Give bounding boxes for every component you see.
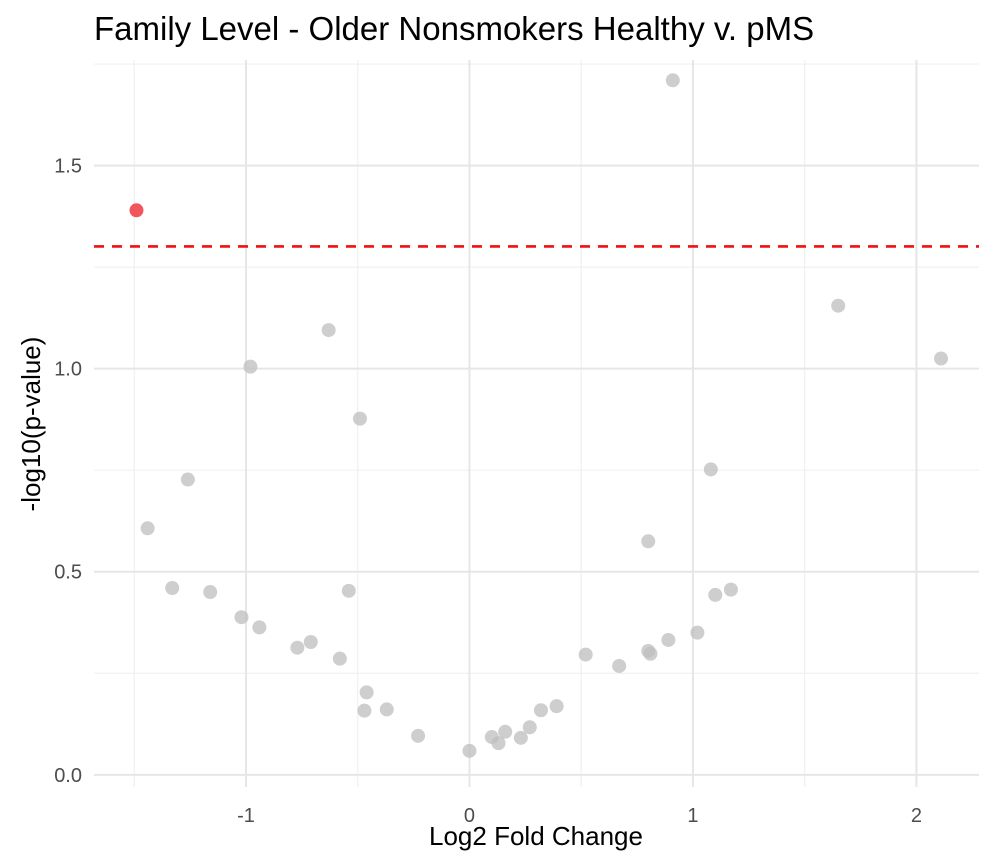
y-tick-label: 0.5 — [54, 562, 82, 584]
data-point — [140, 521, 155, 536]
data-point — [703, 462, 718, 477]
data-point — [723, 582, 738, 597]
y-tick-label: 1.5 — [54, 156, 82, 178]
data-point — [303, 635, 318, 650]
data-point — [379, 702, 394, 717]
x-axis-label: Log2 Fold Change — [429, 821, 643, 851]
data-point — [352, 411, 367, 426]
data-point — [934, 351, 949, 366]
chart-title: Family Level - Older Nonsmokers Healthy … — [94, 10, 814, 47]
data-point — [180, 472, 195, 487]
data-point — [321, 323, 336, 338]
data-point — [491, 736, 506, 751]
data-point — [708, 587, 723, 602]
data-point — [203, 585, 218, 600]
data-point — [462, 743, 477, 758]
data-point — [411, 728, 426, 743]
significant-data-point — [129, 203, 144, 218]
data-point — [665, 73, 680, 88]
data-point — [243, 359, 258, 374]
data-point — [522, 720, 537, 735]
data-point — [661, 632, 676, 647]
y-axis-label: -log10(p-value) — [16, 337, 46, 512]
data-point — [498, 724, 513, 739]
grid-lines — [94, 60, 979, 787]
tick-labels: -1 0 1 2 0.0 0.5 1.0 1.5 — [54, 156, 922, 827]
x-tick-label: 0 — [464, 805, 475, 827]
data-point — [332, 651, 347, 666]
data-point — [290, 640, 305, 655]
data-point — [234, 610, 249, 625]
data-point — [831, 298, 846, 313]
data-points — [129, 73, 949, 758]
data-point — [612, 658, 627, 673]
data-point — [578, 647, 593, 662]
data-point — [513, 730, 528, 745]
data-point — [252, 620, 267, 635]
data-point — [533, 703, 548, 718]
x-tick-label: 2 — [911, 805, 922, 827]
y-tick-label: 0.0 — [54, 765, 82, 787]
x-tick-label: -1 — [237, 805, 255, 827]
data-point — [359, 685, 374, 700]
x-tick-label: 1 — [687, 805, 698, 827]
data-point — [165, 580, 180, 595]
data-point — [357, 703, 372, 718]
data-point — [549, 699, 564, 714]
data-point — [690, 625, 705, 640]
data-point — [643, 646, 658, 661]
data-point — [641, 534, 656, 549]
y-tick-label: 1.0 — [54, 359, 82, 381]
data-point — [341, 583, 356, 598]
